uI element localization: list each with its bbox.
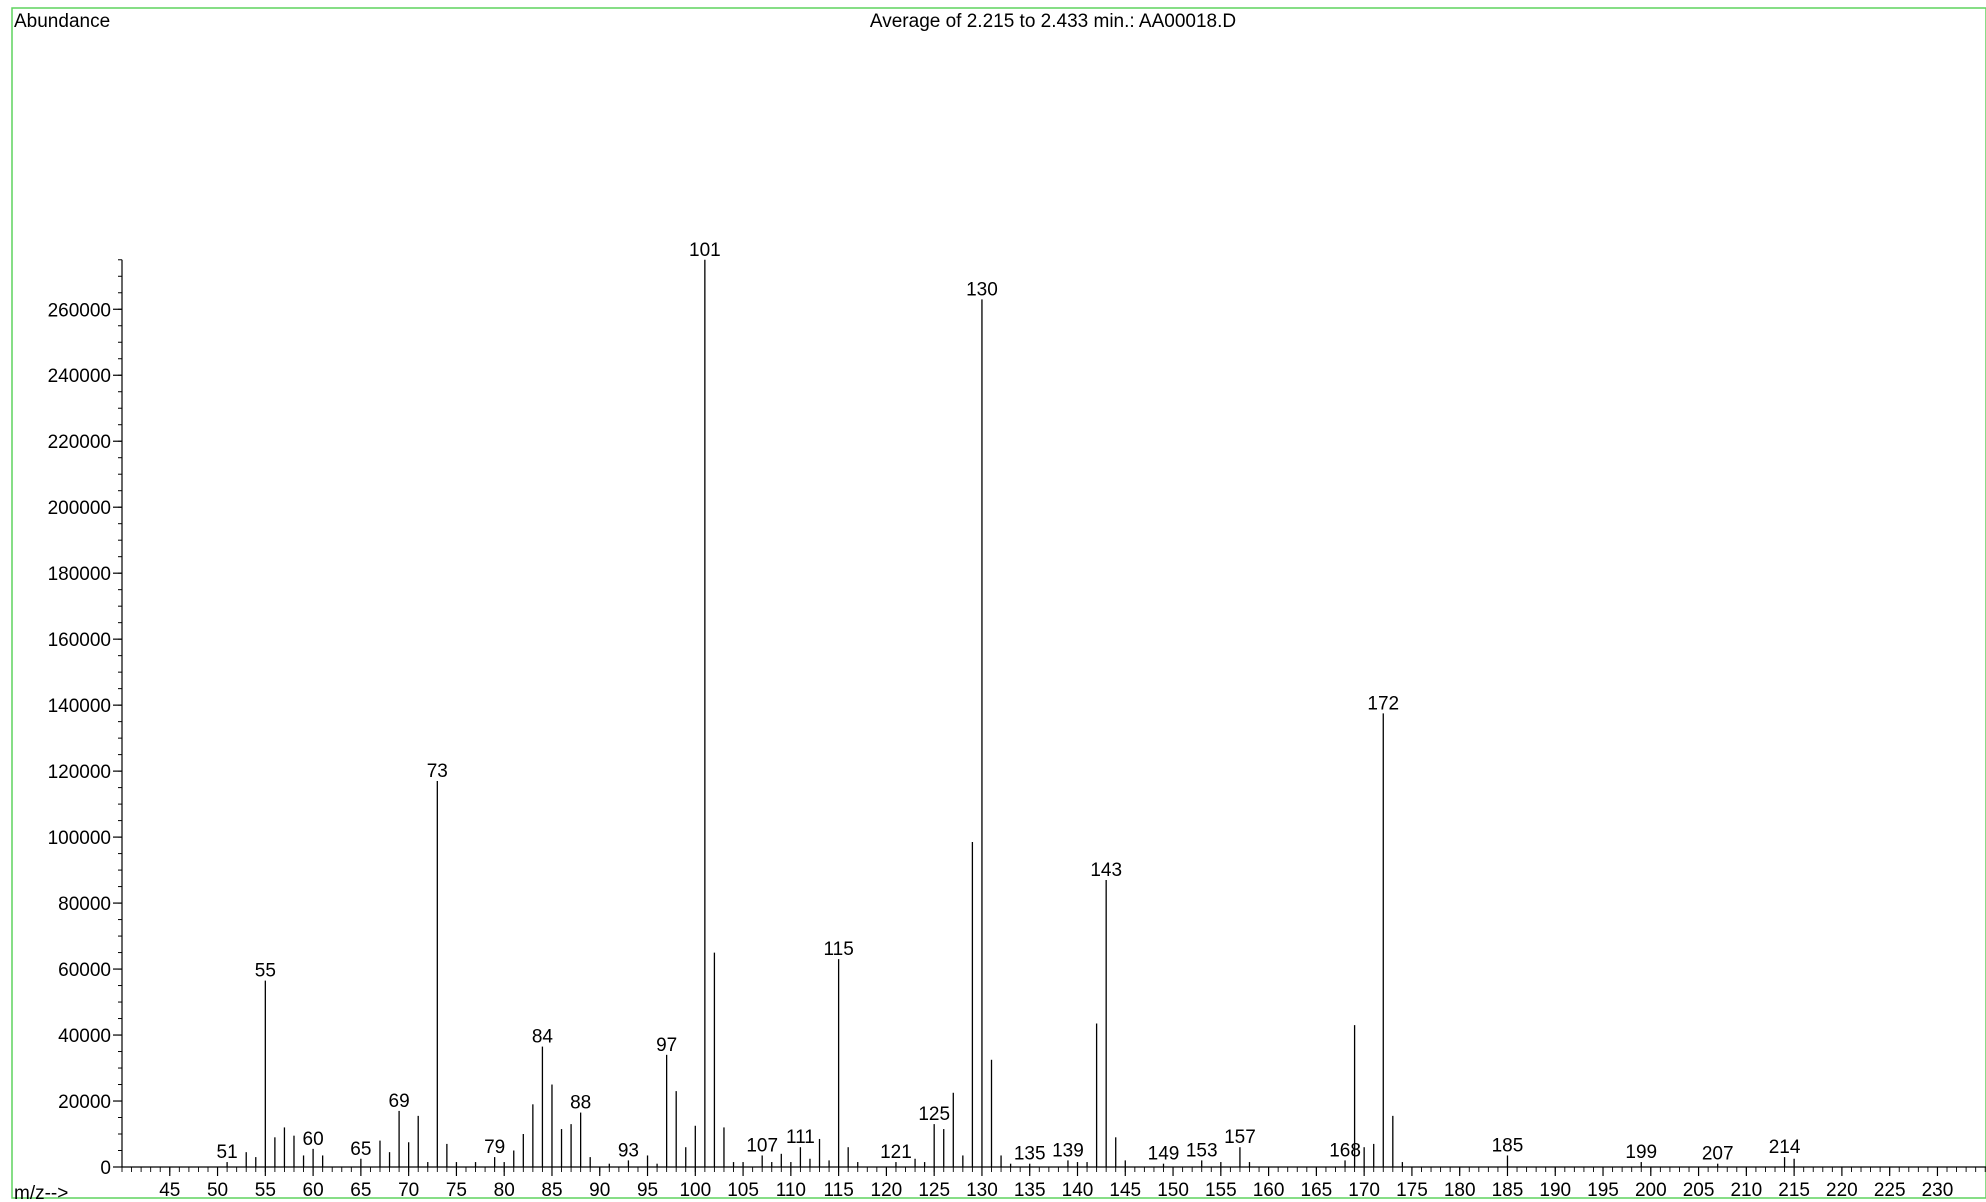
peak-label-101: 101 xyxy=(689,240,721,261)
y-tick-label: 200000 xyxy=(48,498,111,519)
x-tick-label: 120 xyxy=(871,1180,903,1201)
x-tick-label: 220 xyxy=(1826,1180,1858,1201)
x-tick-label: 165 xyxy=(1301,1180,1333,1201)
peak-label-168: 168 xyxy=(1329,1140,1361,1161)
y-tick-label: 220000 xyxy=(48,432,111,453)
y-tick-label: 100000 xyxy=(48,828,111,849)
x-tick-label: 125 xyxy=(918,1180,950,1201)
y-tick-label: 140000 xyxy=(48,696,111,717)
x-tick-label: 55 xyxy=(255,1180,276,1201)
y-tick-label: 160000 xyxy=(48,630,111,651)
peak-label-214: 214 xyxy=(1769,1137,1801,1158)
peak-label-115: 115 xyxy=(823,939,853,960)
y-tick-label: 80000 xyxy=(58,894,111,915)
peak-label-65: 65 xyxy=(350,1139,371,1160)
x-tick-label: 210 xyxy=(1730,1180,1762,1201)
peak-label-79: 79 xyxy=(484,1137,505,1158)
x-tick-label: 70 xyxy=(398,1180,419,1201)
y-tick-label: 240000 xyxy=(48,366,111,387)
x-tick-label: 135 xyxy=(1014,1180,1046,1201)
peak-label-107: 107 xyxy=(746,1135,778,1156)
peak-label-153: 153 xyxy=(1186,1140,1218,1161)
y-tick-label: 260000 xyxy=(48,300,111,321)
x-tick-label: 45 xyxy=(159,1180,180,1201)
x-tick-label: 205 xyxy=(1683,1180,1715,1201)
x-tick-label: 150 xyxy=(1157,1180,1189,1201)
y-axis-label: Abundance xyxy=(14,11,110,32)
x-tick-label: 140 xyxy=(1062,1180,1094,1201)
x-tick-label: 105 xyxy=(727,1180,759,1201)
peak-label-97: 97 xyxy=(656,1035,677,1056)
x-tick-label: 85 xyxy=(541,1180,562,1201)
y-tick-label: 0 xyxy=(100,1158,111,1179)
x-tick-label: 115 xyxy=(823,1180,853,1201)
chart-frame xyxy=(11,7,1986,1199)
x-tick-label: 160 xyxy=(1253,1180,1285,1201)
peak-label-51: 51 xyxy=(217,1142,238,1163)
x-axis-label: m/z--> xyxy=(14,1183,68,1202)
y-tick-label: 120000 xyxy=(48,762,111,783)
peak-label-111: 111 xyxy=(786,1127,815,1148)
x-tick-label: 170 xyxy=(1348,1180,1380,1201)
peak-label-88: 88 xyxy=(570,1093,591,1114)
x-tick-label: 110 xyxy=(776,1180,806,1201)
y-tick-label: 60000 xyxy=(58,960,111,981)
y-tick-label: 40000 xyxy=(58,1026,111,1047)
x-tick-label: 180 xyxy=(1444,1180,1476,1201)
peak-label-130: 130 xyxy=(966,279,998,300)
peak-label-55: 55 xyxy=(255,961,276,982)
x-tick-label: 145 xyxy=(1109,1180,1141,1201)
peak-label-73: 73 xyxy=(427,761,448,782)
peak-label-93: 93 xyxy=(618,1140,639,1161)
spectrum-bars xyxy=(226,259,1795,1167)
peak-label-207: 207 xyxy=(1702,1144,1734,1165)
peak-label-185: 185 xyxy=(1492,1135,1524,1156)
peak-label-121: 121 xyxy=(880,1142,912,1163)
axes: 0 20000 40000 60000 80000 100000 120000 140000 1… xyxy=(48,259,1986,1201)
x-tick-label: 100 xyxy=(679,1180,711,1201)
y-tick-label: 20000 xyxy=(58,1092,111,1113)
x-tick-label: 60 xyxy=(303,1180,324,1201)
peak-label-84: 84 xyxy=(532,1027,554,1048)
x-tick-label: 200 xyxy=(1635,1180,1667,1201)
x-tick-label: 65 xyxy=(350,1180,371,1201)
chart-title: Average of 2.215 to 2.433 min.: AA00018.… xyxy=(870,11,1236,32)
x-tick-label: 90 xyxy=(589,1180,610,1201)
x-tick-label: 50 xyxy=(207,1180,228,1201)
peak-label-60: 60 xyxy=(303,1129,324,1150)
peak-label-172: 172 xyxy=(1367,693,1399,714)
x-tick-label: 130 xyxy=(966,1180,998,1201)
x-tick-label: 155 xyxy=(1205,1180,1237,1201)
peak-label-139: 139 xyxy=(1052,1140,1084,1161)
x-tick-label: 225 xyxy=(1874,1180,1906,1201)
peak-label-125: 125 xyxy=(918,1104,950,1125)
x-tick-label: 80 xyxy=(494,1180,515,1201)
x-tick-label: 195 xyxy=(1587,1180,1619,1201)
y-tick-label: 180000 xyxy=(48,564,111,585)
x-tick-label: 95 xyxy=(637,1180,658,1201)
x-tick-label: 230 xyxy=(1922,1180,1954,1201)
peak-label-135: 135 xyxy=(1014,1144,1046,1165)
x-tick-label: 75 xyxy=(446,1180,467,1201)
peak-label-199: 199 xyxy=(1625,1142,1657,1163)
peak-label-143: 143 xyxy=(1090,860,1122,881)
x-tick-label: 185 xyxy=(1492,1180,1524,1201)
peak-labels: 51 55 60 65 69 73 79 84 88 93 97 101 107 111 115 121 125… xyxy=(217,240,1801,1165)
x-tick-label: 215 xyxy=(1778,1180,1810,1201)
peak-label-69: 69 xyxy=(389,1091,410,1112)
x-tick-label: 175 xyxy=(1396,1180,1428,1201)
peak-label-149: 149 xyxy=(1148,1144,1180,1165)
x-tick-label: 190 xyxy=(1539,1180,1571,1201)
peak-label-157: 157 xyxy=(1224,1127,1256,1148)
